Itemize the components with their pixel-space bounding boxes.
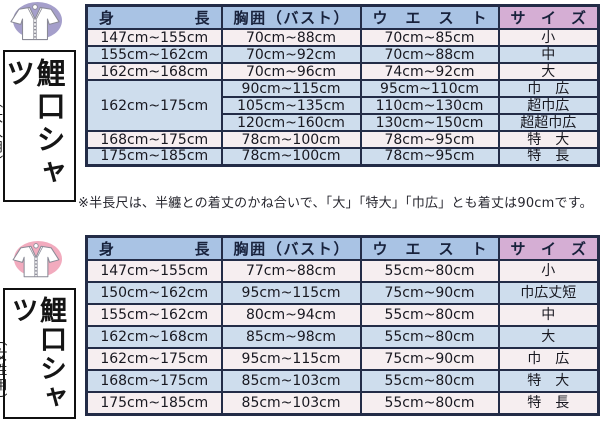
table-cell: 78cm~100cm bbox=[220, 130, 362, 149]
col-header-height: 身長 bbox=[85, 235, 223, 261]
table-cell: 85cm~103cm bbox=[220, 369, 362, 393]
table-row: 155cm~162cm 80cm~94cm 55cm~80cm 中 bbox=[85, 303, 600, 327]
table-cell: 78cm~95cm bbox=[359, 147, 500, 166]
table-cell: 特 長 bbox=[497, 391, 600, 415]
table-cell: 74cm~92cm bbox=[359, 62, 500, 81]
table-row: 150cm~162cm 95cm~115cm 75cm~90cm 巾広丈短 bbox=[85, 281, 600, 305]
table-cell: 小 bbox=[497, 28, 600, 47]
table-row: 162cm~168cm 85cm~98cm 55cm~80cm 大 bbox=[85, 325, 600, 349]
adult-size-table: 身長 胸囲（バスト） ウエスト サイズ 147cm~155cm 70cm~88cm 70c… bbox=[85, 4, 600, 167]
table-cell: 85cm~103cm bbox=[220, 391, 362, 415]
table-cell: 大 bbox=[497, 62, 600, 81]
table-cell: 超超巾広 bbox=[497, 113, 600, 132]
table-cell: 85cm~98cm bbox=[220, 325, 362, 349]
table-header-row: 身長 胸囲（バスト） ウエスト サイズ bbox=[85, 235, 600, 261]
product-target: （大人用） bbox=[0, 95, 3, 170]
table-cell: 110cm~130cm bbox=[359, 96, 500, 115]
table-row: 162cm~175cm 90cm~115cm 95cm~110cm 巾 広 bbox=[85, 79, 600, 132]
table-cell: 55cm~80cm bbox=[359, 303, 500, 327]
adult-section-icon bbox=[4, 0, 70, 48]
shirt-icon bbox=[12, 243, 60, 278]
table-cell: 168cm~175cm bbox=[85, 130, 223, 149]
table-cell: 147cm~155cm bbox=[85, 28, 223, 47]
table-cell: 78cm~100cm bbox=[220, 147, 362, 166]
table-cell: 巾 広 bbox=[497, 79, 600, 98]
table-cell: 巾 広 bbox=[497, 347, 600, 371]
col-header-chest: 胸囲（バスト） bbox=[220, 235, 362, 261]
shirt-icon bbox=[10, 4, 60, 41]
size-note: ※半長尺は、半纏との着丈のかね合いで、「大」「特大」「巾広」とも着丈は90cmで… bbox=[78, 196, 593, 211]
table-cell: 155cm~162cm bbox=[85, 45, 223, 64]
table-cell: 特 大 bbox=[497, 369, 600, 393]
table-cell: 175cm~185cm bbox=[85, 147, 223, 166]
table-cell: 120cm~160cm bbox=[220, 113, 362, 132]
table-cell: 70cm~96cm bbox=[220, 62, 362, 81]
col-header-chest: 胸囲（バスト） bbox=[220, 4, 362, 30]
table-cell: 55cm~80cm bbox=[359, 259, 500, 283]
women-size-table: 身長 胸囲（バスト） ウエスト サイズ 147cm~155cm 77cm~88cm 55c… bbox=[85, 235, 600, 416]
table-row: 147cm~155cm 77cm~88cm 55cm~80cm 小 bbox=[85, 259, 600, 283]
table-cell: 70cm~88cm bbox=[220, 28, 362, 47]
table-cell: 75cm~90cm bbox=[359, 281, 500, 305]
women-section-icon bbox=[5, 238, 71, 286]
col-header-waist: ウエスト bbox=[359, 235, 500, 261]
table-cell: 95cm~115cm bbox=[220, 347, 362, 371]
table-row: 162cm~175cm 95cm~115cm 75cm~90cm 巾 広 bbox=[85, 347, 600, 371]
table-cell: 168cm~175cm bbox=[85, 369, 223, 393]
table-row: 120cm~160cm 130cm~150cm 超超巾広 bbox=[87, 113, 600, 132]
table-cell: 55cm~80cm bbox=[359, 369, 500, 393]
product-name: 鯉口シャツ bbox=[1, 58, 66, 190]
table-cell: 小 bbox=[497, 259, 600, 283]
table-cell: 155cm~162cm bbox=[85, 303, 223, 327]
table-cell: 巾広丈短 bbox=[497, 281, 600, 305]
table-cell: 77cm~88cm bbox=[220, 259, 362, 283]
table-cell: 147cm~155cm bbox=[85, 259, 223, 283]
table-cell: 130cm~150cm bbox=[359, 113, 500, 132]
table-cell: 95cm~115cm bbox=[220, 281, 362, 305]
table-cell: 55cm~80cm bbox=[359, 391, 500, 415]
table-cell: 特 大 bbox=[497, 130, 600, 149]
table-row: 162cm~168cm 70cm~96cm 74cm~92cm 大 bbox=[85, 62, 600, 81]
table-cell: 80cm~94cm bbox=[220, 303, 362, 327]
table-row: 175cm~185cm 78cm~100cm 78cm~95cm 特 長 bbox=[85, 147, 600, 166]
table-cell: 70cm~85cm bbox=[359, 28, 500, 47]
table-cell: 超巾広 bbox=[497, 96, 600, 115]
table-cell: 162cm~175cm bbox=[85, 79, 223, 132]
col-header-waist: ウエスト bbox=[359, 4, 500, 30]
table-cell: 175cm~185cm bbox=[85, 391, 223, 415]
table-row: 175cm~185cm 85cm~103cm 55cm~80cm 特 長 bbox=[85, 391, 600, 415]
table-cell: 95cm~110cm bbox=[359, 79, 500, 98]
table-cell: 78cm~95cm bbox=[359, 130, 500, 149]
table-cell: 70cm~88cm bbox=[359, 45, 500, 64]
table-row: 168cm~175cm 78cm~100cm 78cm~95cm 特 大 bbox=[85, 130, 600, 149]
table-cell: 特 長 bbox=[497, 147, 600, 166]
table-cell: 162cm~175cm bbox=[85, 347, 223, 371]
adult-product-label: 鯉口シャツ （大人用） bbox=[0, 50, 76, 202]
table-cell: 105cm~135cm bbox=[220, 96, 362, 115]
product-target: （女性用） bbox=[0, 333, 7, 408]
table-row: 147cm~155cm 70cm~88cm 70cm~85cm 小 bbox=[85, 28, 600, 47]
women-product-label: 鯉口シャツ （女性用） bbox=[0, 288, 76, 419]
table-cell: 75cm~90cm bbox=[359, 347, 500, 371]
table-cell: 150cm~162cm bbox=[85, 281, 223, 305]
table-cell: 70cm~92cm bbox=[220, 45, 362, 64]
table-row: 105cm~135cm 110cm~130cm 超巾広 bbox=[87, 96, 600, 115]
col-header-height: 身長 bbox=[85, 4, 223, 30]
table-cell: 中 bbox=[497, 45, 600, 64]
col-header-size: サイズ bbox=[497, 235, 600, 261]
table-row: 168cm~175cm 85cm~103cm 55cm~80cm 特 大 bbox=[85, 369, 600, 393]
table-cell: 55cm~80cm bbox=[359, 325, 500, 349]
table-header-row: 身長 胸囲（バスト） ウエスト サイズ bbox=[85, 4, 600, 30]
product-name: 鯉口シャツ bbox=[6, 296, 66, 412]
table-cell: 中 bbox=[497, 303, 600, 327]
col-header-size: サイズ bbox=[497, 4, 600, 30]
table-row: 155cm~162cm 70cm~92cm 70cm~88cm 中 bbox=[85, 45, 600, 64]
table-cell: 大 bbox=[497, 325, 600, 349]
table-cell: 162cm~168cm bbox=[85, 62, 223, 81]
table-cell: 162cm~168cm bbox=[85, 325, 223, 349]
table-cell: 90cm~115cm bbox=[220, 79, 362, 98]
